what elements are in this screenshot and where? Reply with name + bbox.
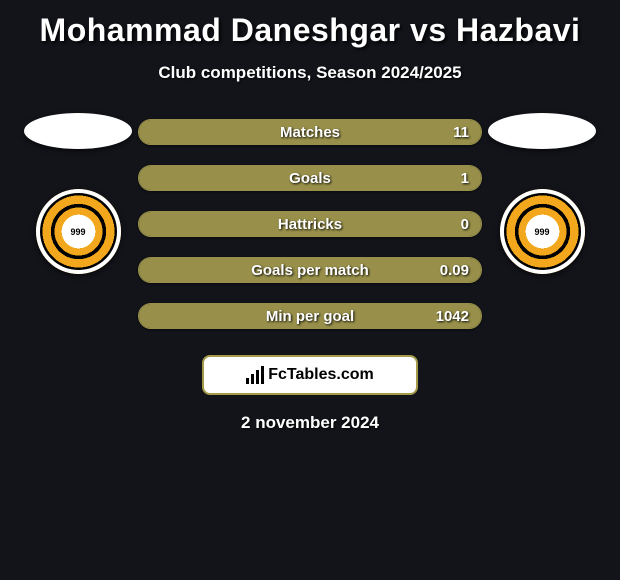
subtitle: Club competitions, Season 2024/2025 (0, 63, 620, 83)
date-label: 2 november 2024 (0, 413, 620, 433)
right-club-label: 999 (534, 227, 549, 237)
stat-value: 0 (461, 216, 469, 233)
stat-value: 1 (461, 170, 469, 187)
attribution-box: FcTables.com (202, 355, 418, 395)
stat-value: 11 (453, 124, 469, 141)
attribution-text: FcTables.com (268, 366, 374, 384)
stat-value: 0.09 (440, 262, 469, 279)
stat-row: Hattricks 0 (138, 211, 482, 237)
stat-row: Goals 1 (138, 165, 482, 191)
stat-row: Matches 11 (138, 119, 482, 145)
stat-label: Min per goal (266, 308, 354, 325)
stat-rows: Matches 11 Goals 1 Hattricks 0 Goals per… (138, 117, 482, 329)
stat-label: Matches (280, 124, 340, 141)
left-side: 999 (18, 117, 138, 274)
right-flag (488, 113, 596, 149)
left-flag (24, 113, 132, 149)
stat-label: Goals per match (251, 262, 369, 279)
right-club-badge: 999 (500, 189, 585, 274)
page-title: Mohammad Daneshgar vs Hazbavi (0, 0, 620, 49)
comparison-main: 999 Matches 11 Goals 1 Hattricks 0 Goals… (0, 117, 620, 329)
stat-value: 1042 (436, 308, 469, 325)
stat-label: Goals (289, 170, 331, 187)
stat-label: Hattricks (278, 216, 342, 233)
stat-row: Min per goal 1042 (138, 303, 482, 329)
bars-icon (246, 366, 264, 384)
left-club-badge: 999 (36, 189, 121, 274)
left-club-label: 999 (70, 227, 85, 237)
stat-row: Goals per match 0.09 (138, 257, 482, 283)
right-side: 999 (482, 117, 602, 274)
